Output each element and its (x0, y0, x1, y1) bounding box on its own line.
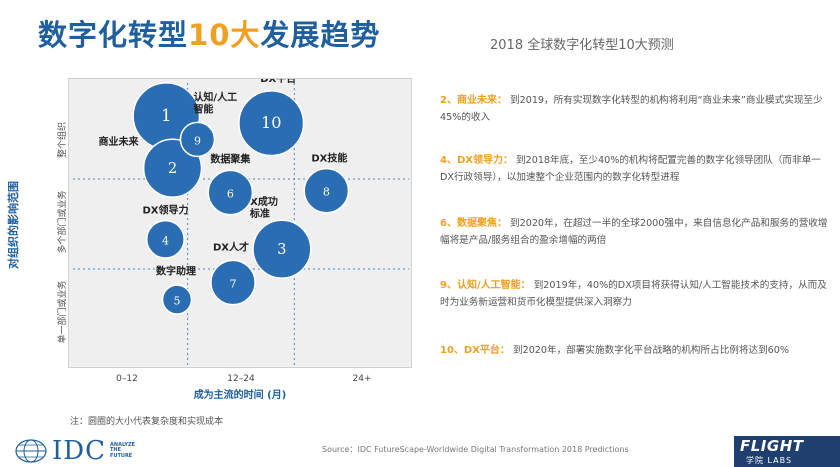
prediction-item: 6、数据聚焦： 到2020年，在超过一半的全球2000强中，来自信息化产品和服务… (440, 215, 828, 249)
prediction-text: 到2019年，40%的DX项目将获得认知/人工智能技术的支持，从而及时为业务新运… (440, 280, 827, 308)
prediction-heading: 10、DX平台： (440, 345, 510, 356)
source-citation: Source：IDC FutureScape-Worldwide Digital… (322, 445, 629, 454)
bubble-10: 10 DX平台 (238, 79, 305, 157)
bubble-circle (179, 121, 216, 158)
bubble-label: 认知/人工智能 (193, 90, 237, 115)
prediction-heading: 9、认知/人工智能： (440, 280, 531, 291)
bubble-4: 4 DX领导力 (142, 203, 188, 259)
prediction-item: 9、认知/人工智能： 到2019年，40%的DX项目将获得认知/人工智能技术的支… (440, 277, 828, 311)
x-tick-label: 12–24 (227, 374, 255, 384)
logo-tagline: ANALYZE THE FUTURE (110, 441, 136, 459)
bubble-number: 2 (168, 161, 177, 177)
idc-logo: IDC ANALYZE THE FUTURE (14, 436, 136, 466)
prediction-text: 到2020年，部署实施数字化平台战略的机构所占比例将达到60% (513, 345, 789, 356)
brand-watermark: FLIGHT 学院 LABS (734, 436, 840, 467)
page-title: 数字化转型10大发展趋势 (38, 18, 381, 52)
prediction-item: 4、DX领导力： 到2018年底，至少40%的机构将配置完善的数字化领导团队（而… (440, 152, 828, 186)
bubble-chart-area: 1DX 投资2商业未来3DX成功标准4DX领导力5数字助理6数据聚集7DX人才8… (68, 78, 412, 368)
prediction-text: 到2018年底，至少40%的机构将配置完善的数字化领导团队（而非单一DX行政领导… (440, 155, 821, 183)
bubble-6: 6 数据聚集 (207, 153, 254, 216)
y-axis-title: 对组织的影响范围 (7, 181, 20, 269)
bubble-label: 数据聚集 (210, 153, 251, 166)
brand-line-1: FLIGHT (740, 437, 804, 455)
bubble-circle (303, 167, 350, 214)
page-subtitle: 2018 全球数字化转型10大预测 (490, 38, 674, 53)
bubble-9: 9 认知/人工智能 (179, 90, 237, 158)
bubble-circle (238, 90, 305, 157)
bubble-circle (145, 219, 185, 259)
bubble-number: 7 (229, 278, 236, 291)
prediction-heading: 6、数据聚焦： (440, 218, 507, 229)
y-level-label: 单一部门或业务 (58, 280, 68, 344)
bubble-number: 3 (277, 242, 286, 258)
x-axis-title: 成为主流的时间 (月) (193, 390, 287, 401)
bubble-chart: 1DX 投资2商业未来3DX成功标准4DX领导力5数字助理6数据聚集7DX人才8… (73, 79, 409, 365)
bubble-7: 7 DX人才 (210, 241, 256, 306)
bubble-label: 数字助理 (156, 265, 196, 278)
bubble-5: 5 数字助理 (156, 265, 196, 315)
prediction-text: 到2020年，在超过一半的全球2000强中，来自信息化产品和服务的营收增幅将是产… (440, 218, 828, 246)
prediction-heading: 4、DX领导力： (440, 155, 513, 166)
bubble-circle (207, 169, 254, 216)
bubble-circle (161, 284, 193, 315)
x-tick-label: 0–12 (116, 374, 138, 384)
prediction-text: 到2019，所有实现数字化转型的机构将利用“商业未来”商业模式实现至少45%的收… (440, 95, 823, 123)
bubble-label: DX领导力 (142, 203, 188, 216)
x-tick-label: 24+ (352, 374, 372, 384)
bubble-number: 8 (323, 186, 330, 199)
brand-line-2: 学院 LABS (746, 456, 793, 465)
bubble-8: 8 DX技能 (303, 152, 350, 214)
bubble-number: 6 (227, 188, 234, 201)
bubble-number: 10 (261, 113, 282, 132)
bubble-label: 商业未来 (99, 135, 140, 148)
prediction-heading: 2、商业未来： (440, 95, 507, 106)
bubble-label: DX人才 (213, 241, 249, 254)
title-highlight: 10大 (188, 18, 261, 52)
globe-icon (15, 439, 47, 463)
bubble-label: DX技能 (311, 152, 347, 165)
prediction-item: 10、DX平台： 到2020年，部署实施数字化平台战略的机构所占比例将达到60% (440, 342, 828, 359)
bubble-number: 5 (174, 295, 181, 308)
chart-note: 注：圆圈的大小代表复杂度和实现成本 (70, 417, 224, 427)
bubble-label: DX平台 (260, 79, 296, 85)
bubble-circle (252, 219, 312, 279)
bubble-circle (210, 259, 256, 306)
bubble-number: 9 (194, 134, 201, 147)
logo-text: IDC (52, 436, 107, 466)
prediction-item: 2、商业未来： 到2019，所有实现数字化转型的机构将利用“商业未来”商业模式实… (440, 92, 828, 126)
bubble-number: 4 (162, 234, 169, 247)
bubble-number: 1 (161, 106, 172, 125)
